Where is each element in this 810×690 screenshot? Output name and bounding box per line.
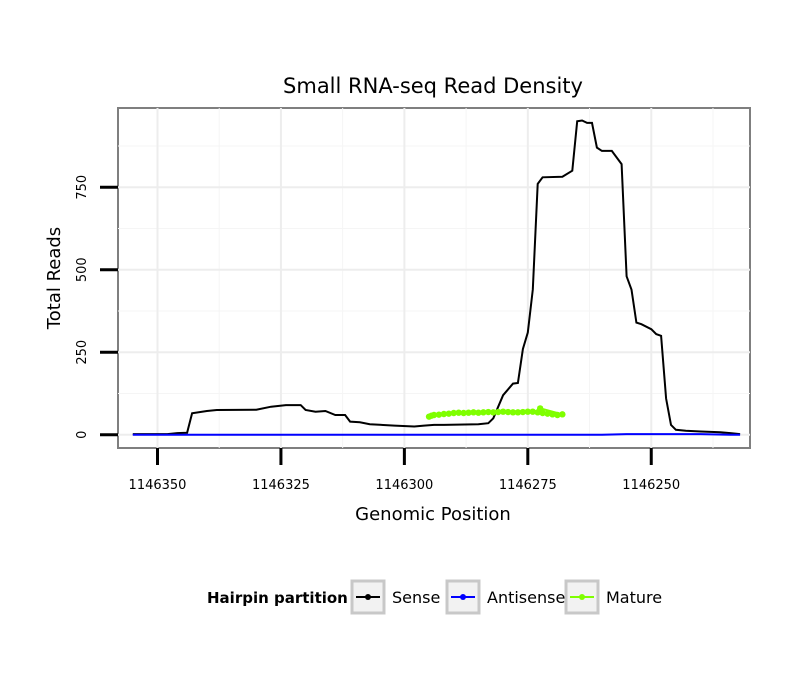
x-tick-label: 1146250 bbox=[622, 478, 680, 493]
point-mature bbox=[480, 409, 487, 416]
point-mature bbox=[554, 411, 561, 419]
x-tick-label: 1146325 bbox=[252, 478, 310, 493]
legend-label-sense: Sense bbox=[392, 588, 440, 607]
legend-point-sense bbox=[365, 594, 371, 600]
point-mature bbox=[465, 409, 472, 416]
point-mature bbox=[514, 409, 522, 416]
legend: Hairpin partition Sense Antisense Mature bbox=[207, 579, 662, 615]
point-mature bbox=[490, 409, 497, 416]
x-tick-label: 1146350 bbox=[129, 478, 187, 493]
point-mature bbox=[504, 408, 512, 416]
point-mature bbox=[485, 408, 492, 416]
point-mature bbox=[430, 411, 438, 419]
point-mature bbox=[494, 408, 502, 416]
x-axis-label: Genomic Position bbox=[355, 504, 511, 525]
series-line-antisense bbox=[132, 433, 741, 436]
y-tick-label: 750 bbox=[75, 175, 90, 200]
point-mature bbox=[475, 409, 482, 416]
legend-title: Hairpin partition bbox=[207, 589, 348, 607]
legend-label-antisense: Antisense bbox=[487, 588, 565, 607]
legend-point-antisense bbox=[460, 594, 466, 600]
point-mature bbox=[445, 410, 453, 417]
y-axis-label: Total Reads bbox=[44, 227, 65, 330]
x-axis: 1146350 1146325 1146300 1146275 1146250 bbox=[129, 448, 680, 493]
point-mature bbox=[460, 409, 467, 417]
plot-area bbox=[117, 107, 751, 449]
point-mature bbox=[529, 408, 536, 415]
point-mature bbox=[519, 408, 527, 416]
series-line-sense bbox=[132, 119, 741, 436]
legend-label-mature: Mature bbox=[606, 588, 662, 607]
y-tick-label: 500 bbox=[75, 257, 90, 282]
y-axis: 0 250 500 750 bbox=[75, 175, 118, 439]
y-tick-label: 250 bbox=[75, 340, 90, 365]
x-tick-label: 1146300 bbox=[375, 478, 433, 493]
point-mature bbox=[544, 410, 551, 417]
point-mature bbox=[524, 408, 532, 415]
chart-title: Small RNA-seq Read Density bbox=[283, 74, 583, 98]
point-mature bbox=[470, 409, 477, 416]
point-mature bbox=[455, 409, 462, 416]
point-mature bbox=[536, 405, 544, 412]
plot-panel bbox=[117, 107, 751, 449]
series-layer bbox=[132, 119, 741, 436]
y-tick-label: 0 bbox=[75, 431, 90, 439]
point-mature bbox=[440, 410, 448, 418]
gridlines bbox=[118, 108, 750, 448]
point-mature bbox=[549, 411, 556, 418]
legend-point-mature bbox=[579, 594, 585, 600]
point-mature bbox=[559, 411, 566, 418]
point-mature bbox=[509, 409, 517, 416]
point-mature bbox=[435, 411, 443, 418]
point-mature bbox=[450, 409, 457, 417]
point-mature bbox=[499, 408, 507, 415]
x-tick-label: 1146275 bbox=[499, 478, 557, 493]
